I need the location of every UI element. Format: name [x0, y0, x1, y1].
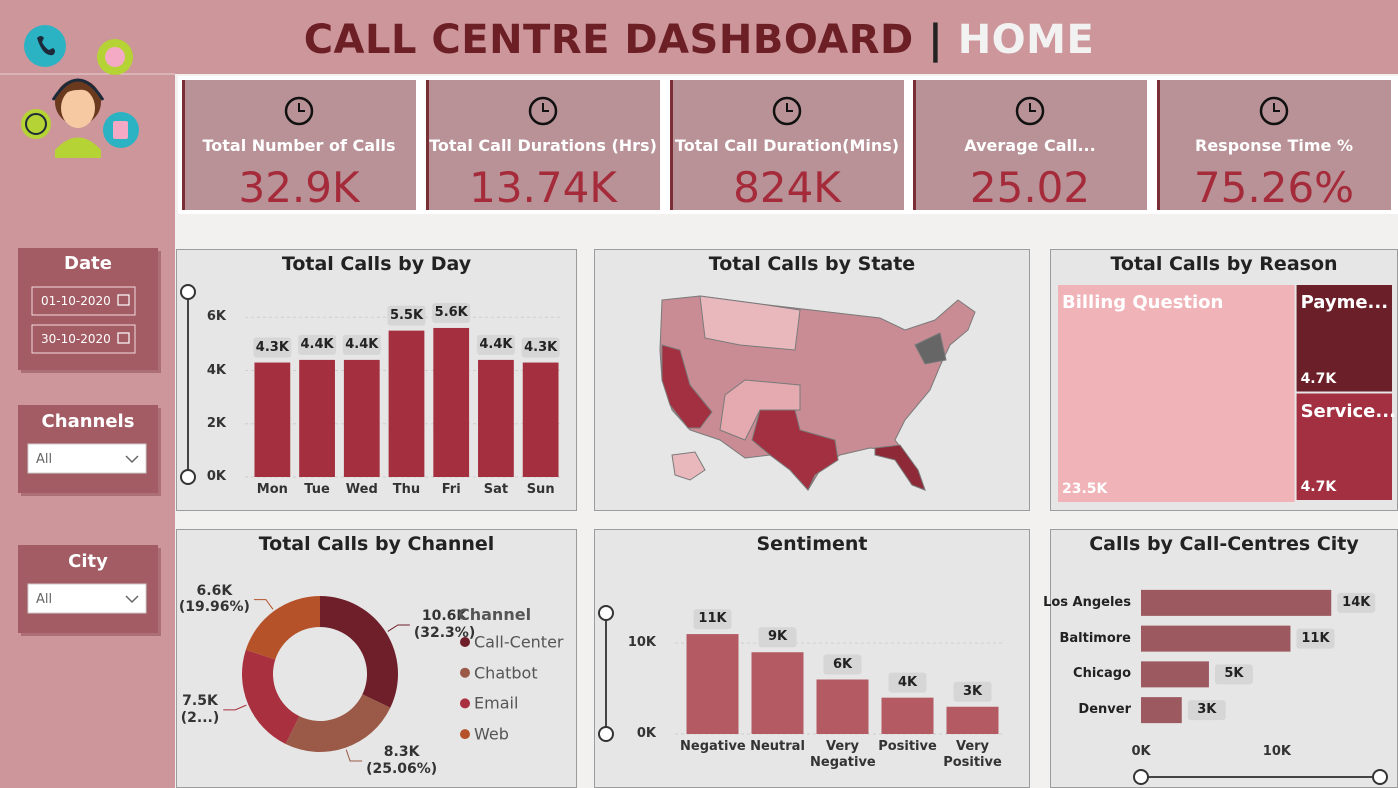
value-label-box	[298, 334, 337, 355]
agent-avatar	[21, 25, 139, 158]
us-map	[659, 295, 976, 491]
map-region	[671, 451, 706, 481]
bar	[946, 706, 999, 734]
bar	[433, 327, 470, 477]
calendar-icon	[117, 294, 130, 306]
kpi-card-edge	[670, 80, 673, 210]
kpi-icon	[1015, 96, 1045, 126]
chart-card	[594, 529, 1030, 788]
bar	[254, 362, 291, 477]
treemap-tile	[1296, 285, 1392, 392]
bar	[881, 697, 934, 734]
legend-swatch	[460, 698, 470, 709]
bar	[1141, 589, 1332, 616]
bar	[1141, 697, 1182, 724]
kpi-icon-detail	[1029, 103, 1036, 112]
slider-handle[interactable]	[180, 284, 196, 300]
kpi-icon-detail	[542, 103, 549, 112]
donut-slice	[241, 649, 300, 744]
donut-slice	[285, 694, 391, 752]
bar	[1141, 625, 1291, 652]
legend-swatch	[460, 637, 470, 647]
value-label-box	[888, 672, 927, 693]
value-label-box	[953, 681, 992, 702]
dropdown-chevron	[125, 455, 139, 464]
dropdown[interactable]	[27, 583, 147, 614]
leader-line	[223, 704, 247, 711]
bar	[1141, 661, 1209, 688]
value-label-box	[387, 305, 426, 326]
value-label-box	[432, 302, 471, 323]
value-label-box	[1337, 592, 1376, 613]
date-slicer-card	[18, 248, 158, 370]
value-label-box	[253, 337, 292, 358]
value-label-box	[1187, 700, 1226, 721]
legend-swatch	[460, 667, 470, 678]
kpi-icon-detail	[786, 103, 793, 112]
kpi-icon-detail	[1273, 103, 1280, 112]
value-label-box	[1214, 664, 1253, 685]
dropdown[interactable]	[27, 443, 147, 474]
kpi-icon	[1259, 96, 1289, 126]
kpi-card	[1157, 80, 1391, 210]
value-label-box	[758, 627, 797, 648]
donut-slice	[245, 596, 320, 660]
kpi-card	[426, 80, 660, 210]
slider-handle[interactable]	[598, 605, 614, 621]
date-input	[31, 324, 136, 354]
kpi-card-edge	[1157, 80, 1160, 210]
kpi-card	[670, 80, 904, 210]
chart-card	[1050, 529, 1398, 788]
kpi-icon	[772, 96, 802, 126]
kpi-icon	[284, 96, 314, 126]
donut-slice	[320, 596, 399, 708]
bar	[388, 330, 425, 477]
header-band	[0, 0, 1398, 74]
map-region	[751, 409, 839, 491]
bar	[816, 679, 869, 734]
value-label-box	[823, 654, 862, 675]
leader-line	[345, 749, 363, 762]
slider-handle[interactable]	[180, 469, 196, 485]
legend-swatch	[460, 729, 470, 740]
slider-handle[interactable]	[598, 726, 614, 742]
value-label-box	[693, 609, 732, 630]
bar	[299, 359, 335, 477]
slider-handle[interactable]	[1133, 769, 1149, 785]
map-region	[699, 295, 801, 351]
kpi-card-edge	[426, 80, 429, 210]
value-label-box	[521, 337, 560, 358]
map-region	[661, 344, 713, 429]
bar	[686, 634, 739, 734]
value-label-box	[1296, 628, 1335, 649]
kpi-card-edge	[913, 80, 916, 210]
leader-line	[387, 624, 410, 632]
date-input	[31, 286, 136, 316]
treemap-tile	[1296, 393, 1392, 500]
dropdown-chevron	[125, 595, 139, 604]
value-label-box	[476, 334, 515, 355]
value-label-box	[342, 334, 381, 355]
map-region	[874, 444, 926, 491]
kpi-icon-detail	[298, 103, 305, 112]
treemap-tile	[1058, 285, 1295, 502]
kpi-icon	[528, 96, 558, 126]
leader-line	[253, 599, 274, 610]
kpi-card	[913, 80, 1147, 210]
bar	[343, 359, 380, 477]
slider-handle[interactable]	[1372, 769, 1388, 785]
kpi-card-edge	[182, 80, 185, 210]
bar	[751, 652, 804, 734]
bar	[478, 359, 514, 477]
bar	[522, 362, 559, 477]
calendar-icon	[117, 332, 130, 344]
map-region	[914, 332, 947, 365]
kpi-card	[182, 80, 416, 210]
